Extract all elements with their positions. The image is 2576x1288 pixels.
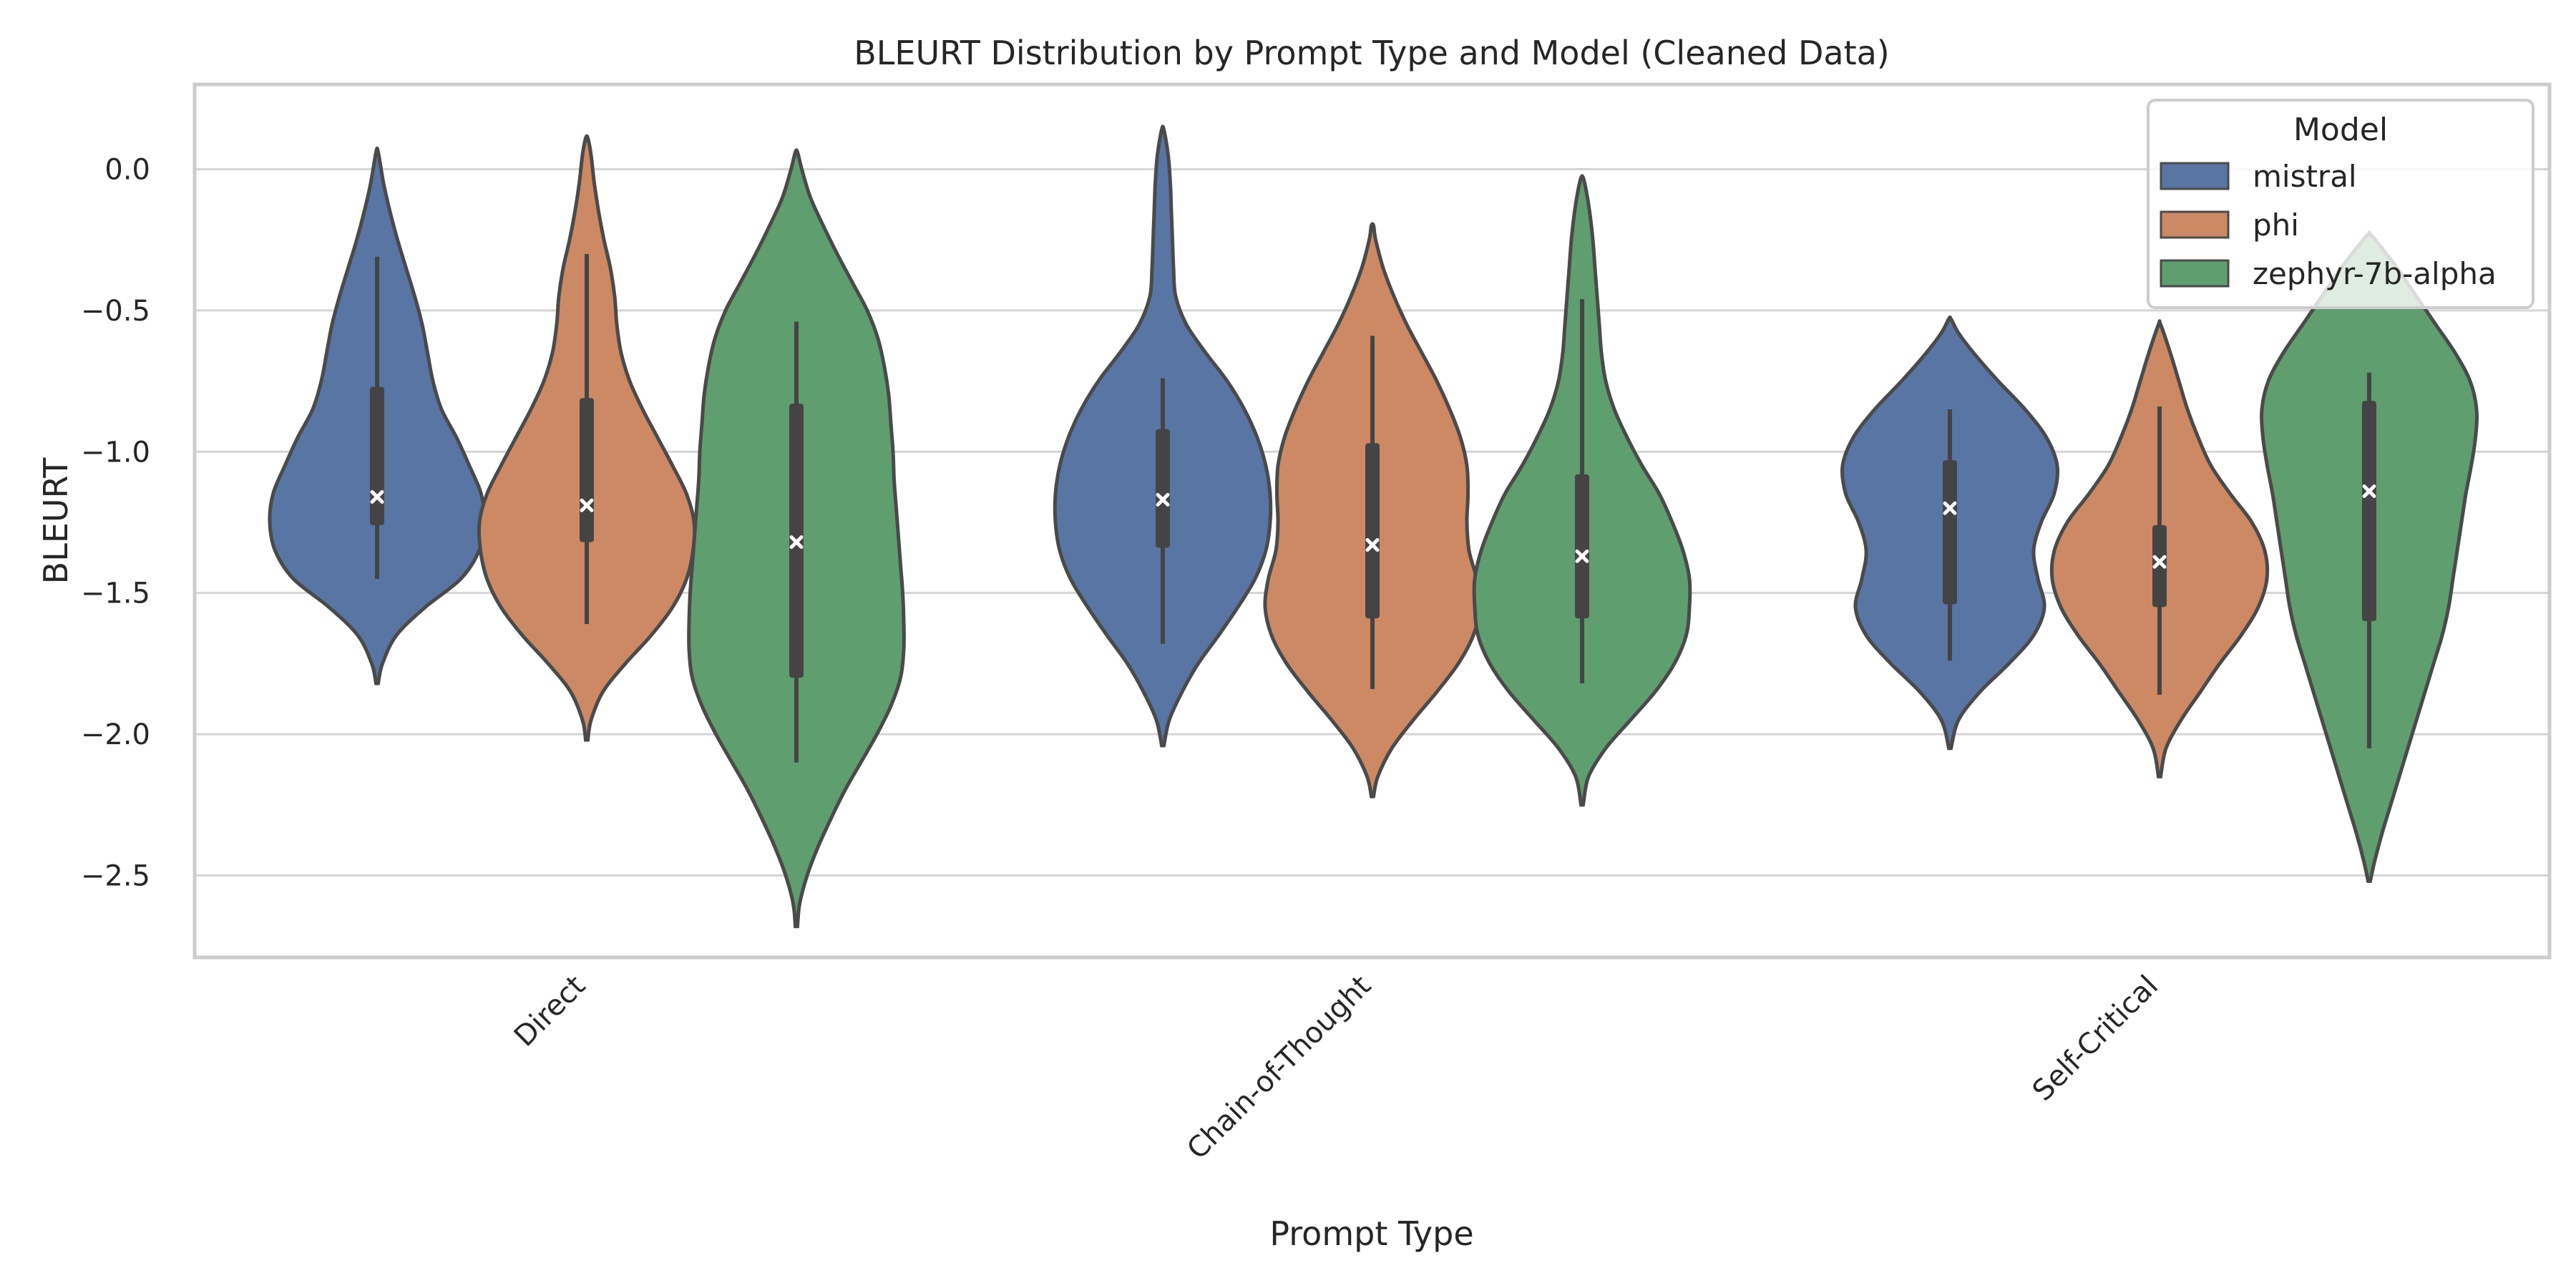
- violin-iqr-box: [2362, 401, 2376, 622]
- x-axis-label: Prompt Type: [1269, 1214, 1473, 1253]
- x-tick-label: Self-Critical: [2026, 970, 2165, 1108]
- violin-median-marker: [789, 535, 804, 550]
- violin-iqr-box: [370, 386, 384, 525]
- legend-frame: [2147, 99, 2534, 309]
- violin-iqr-box: [1943, 460, 1957, 605]
- legend-swatch: [2160, 210, 2230, 239]
- violin-mistral-self-critical: [1840, 315, 2060, 751]
- legend: Model mistral phi zephyr-7b-alpha: [2147, 99, 2534, 309]
- y-tick-label: −1.5: [81, 577, 150, 610]
- violin-mistral-chain-of-thought: [1053, 125, 1273, 748]
- legend-label: phi: [2253, 208, 2299, 243]
- violin-phi-chain-of-thought: [1263, 222, 1482, 799]
- plot-frame: [192, 82, 2552, 960]
- violin-median-marker: [2362, 484, 2376, 499]
- violin-plot-area: [268, 125, 2479, 929]
- violin-median-marker: [1365, 538, 1380, 552]
- violin-phi-direct: [477, 134, 697, 742]
- violin-median-marker: [580, 498, 594, 512]
- y-tick-label: −1.0: [81, 436, 150, 469]
- violin-iqr-box: [2152, 525, 2167, 608]
- violin-median-marker: [370, 489, 384, 504]
- violin-phi-self-critical: [2049, 319, 2270, 779]
- violin-iqr-box: [580, 398, 594, 542]
- legend-item-zephyr-7b-alpha: zephyr-7b-alpha: [2160, 256, 2497, 291]
- legend-label: mistral: [2253, 159, 2357, 194]
- violin-zephyr-7b-alpha-direct: [687, 148, 906, 929]
- legend-swatch: [2160, 259, 2230, 288]
- legend-swatch: [2160, 162, 2230, 190]
- legend-item-phi: phi: [2160, 208, 2299, 243]
- x-tick-label: Direct: [508, 970, 592, 1053]
- violin-iqr-box: [1365, 443, 1380, 619]
- violin-median-marker: [2152, 555, 2167, 569]
- y-tick-label: −0.5: [81, 295, 150, 328]
- violin-iqr-box: [1156, 429, 1170, 548]
- y-tick-label: −2.0: [81, 718, 150, 751]
- violin-median-marker: [1943, 501, 1957, 515]
- legend-items: mistral phi zephyr-7b-alpha: [2160, 159, 2497, 291]
- y-tick-label: 0.0: [104, 153, 150, 186]
- x-tick-label: Chain-of-Thought: [1181, 970, 1377, 1166]
- chart-title: BLEURT Distribution by Prompt Type and M…: [854, 34, 1890, 72]
- violin-zephyr-7b-alpha-chain-of-thought: [1472, 174, 1692, 807]
- violin-zephyr-7b-alpha-self-critical: [2260, 230, 2479, 883]
- y-tick-label: −2.5: [81, 860, 150, 893]
- legend-item-mistral: mistral: [2160, 159, 2357, 194]
- y-axis-label: BLEURT: [36, 457, 75, 585]
- legend-title: Model: [2293, 112, 2388, 148]
- y-axis-ticks: 0.0 −0.5 −1.0 −1.5 −2.0 −2.5: [81, 153, 150, 892]
- violin-iqr-box: [1575, 474, 1589, 619]
- violin-median-marker: [1156, 492, 1170, 507]
- x-axis-ticks: Direct Chain-of-Thought Self-Critical: [508, 970, 2165, 1166]
- legend-label: zephyr-7b-alpha: [2253, 256, 2497, 291]
- violin-median-marker: [1575, 549, 1589, 563]
- violin-mistral-direct: [268, 146, 487, 686]
